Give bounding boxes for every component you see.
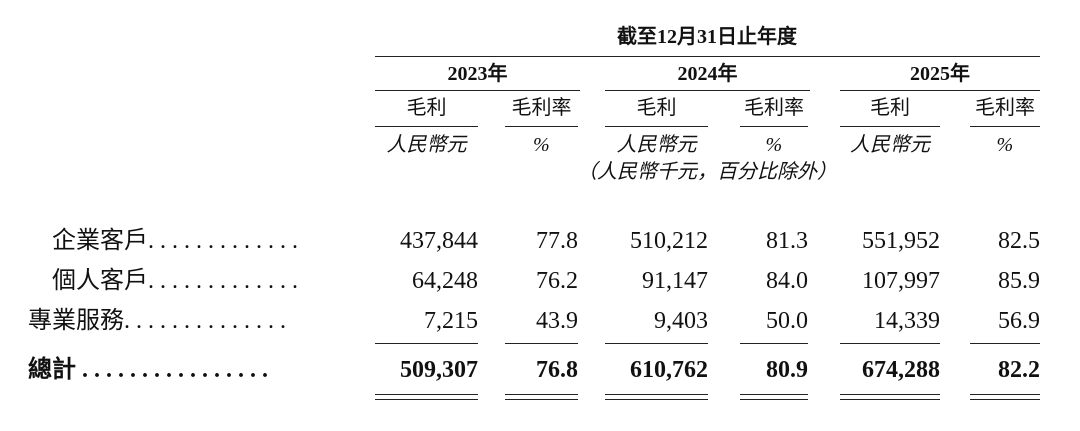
rule (605, 343, 708, 344)
unit-label: 人民幣元 (850, 134, 930, 156)
cell: 82.5 (998, 228, 1040, 254)
column-header: 毛利率 (975, 97, 1035, 119)
cell: 85.9 (998, 268, 1040, 294)
rule (970, 399, 1040, 400)
cell: 77.8 (536, 228, 578, 254)
cell: 551,952 (862, 228, 940, 254)
rule (505, 343, 578, 344)
cell: 56.9 (998, 308, 1040, 334)
cell: 437,844 (400, 228, 478, 254)
rule (605, 394, 708, 395)
column-header: 毛利 (636, 97, 677, 119)
rule (740, 343, 808, 344)
cell: 50.0 (766, 308, 808, 334)
column-header: 毛利 (870, 97, 910, 119)
unit-label: % (996, 134, 1014, 156)
unit-label: 人民幣元 (386, 134, 467, 156)
cell: 14,339 (874, 308, 940, 334)
rule (840, 399, 940, 400)
column-header: 毛利率 (511, 97, 572, 119)
cell: 84.0 (766, 268, 808, 294)
rule (605, 126, 708, 127)
cell: 107,997 (862, 268, 940, 294)
column-header: 毛利率 (744, 97, 804, 119)
rule (605, 90, 810, 91)
cell: 64,248 (412, 268, 478, 294)
rule (375, 56, 1040, 57)
row-label: 個人客戶. . . . . . . . . . . . . (52, 268, 298, 294)
cell: 76.2 (536, 268, 578, 294)
year-header: 2023年 (447, 63, 508, 85)
unit-label: % (765, 134, 783, 156)
unit-label: 人民幣元 (616, 134, 697, 156)
rule (740, 126, 808, 127)
rule (840, 394, 940, 395)
rule (375, 343, 478, 344)
total-cell: 509,307 (400, 357, 478, 383)
rule (375, 126, 478, 127)
total-label: 總計 . . . . . . . . . . . . . . . . (28, 357, 268, 383)
cell: 81.3 (766, 228, 808, 254)
rule (840, 126, 940, 127)
year-header: 2025年 (910, 63, 970, 85)
rule (970, 126, 1040, 127)
rule (840, 343, 940, 344)
column-header: 毛利 (406, 97, 447, 119)
rule (740, 394, 808, 395)
rule (375, 394, 478, 395)
total-cell: 80.9 (766, 357, 808, 383)
row-label: 企業客戶. . . . . . . . . . . . . (52, 228, 298, 254)
rule (840, 90, 1040, 91)
rule (505, 394, 578, 395)
total-cell: 610,762 (630, 357, 708, 383)
rule (505, 126, 578, 127)
period-header: 截至12月31日止年度 (617, 26, 797, 48)
total-cell: 82.2 (998, 357, 1040, 383)
rule (375, 90, 580, 91)
cell: 510,212 (630, 228, 708, 254)
unit-label: % (533, 134, 550, 156)
rule (970, 394, 1040, 395)
rule (605, 399, 708, 400)
rule (740, 399, 808, 400)
total-cell: 76.8 (536, 357, 578, 383)
cell: 91,147 (642, 268, 708, 294)
unit-note: （人民幣千元，百分比除外） (577, 161, 837, 183)
cell: 43.9 (536, 308, 578, 334)
rule (970, 343, 1040, 344)
total-cell: 674,288 (862, 357, 940, 383)
rule (505, 399, 578, 400)
cell: 7,215 (424, 308, 478, 334)
rule (375, 399, 478, 400)
row-label: 專業服務. . . . . . . . . . . . . . (28, 308, 286, 334)
year-header: 2024年 (677, 63, 738, 85)
cell: 9,403 (654, 308, 708, 334)
